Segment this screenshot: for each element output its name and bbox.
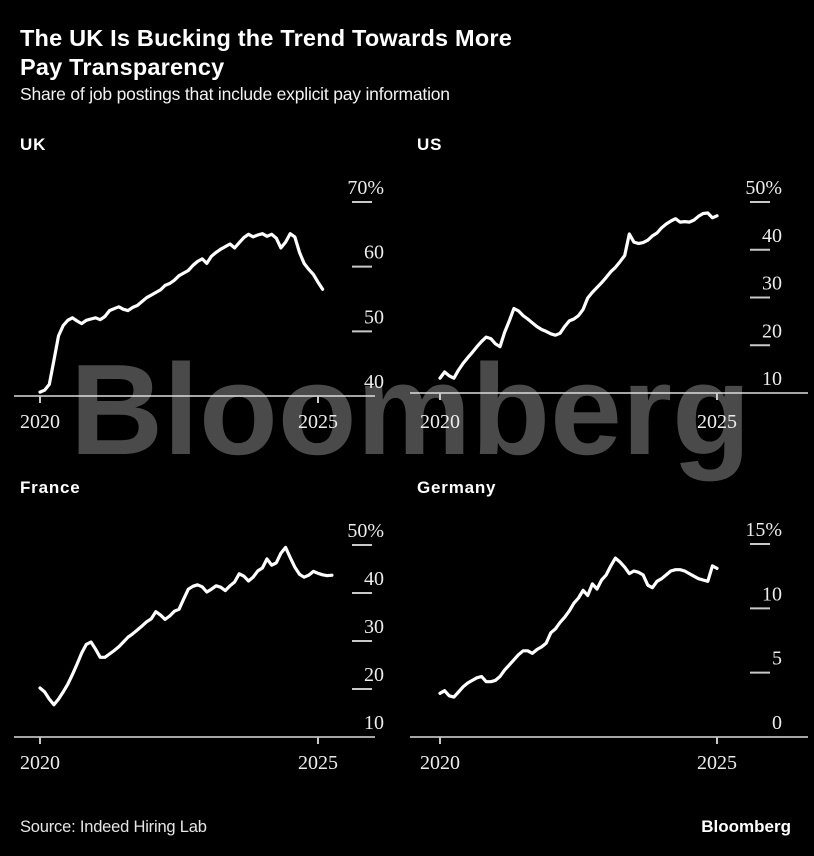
series-line-france (38, 545, 334, 707)
panel-title-germany: Germany (417, 478, 497, 497)
y-axis-label: 0 (772, 712, 782, 734)
y-axis-label: 40 (364, 568, 384, 590)
series-line-uk (38, 232, 325, 394)
y-axis-label: 5 (772, 648, 782, 670)
x-axis-label: 2020 (420, 411, 460, 433)
y-axis-label: 30 (364, 616, 384, 638)
y-axis-label: 10 (762, 368, 782, 390)
series-line-us (438, 211, 719, 380)
y-axis-label: 20 (762, 320, 782, 342)
y-axis-label: 20 (364, 664, 384, 686)
panel-title-us: US (417, 135, 443, 154)
bloomberg-logo: Bloomberg (701, 817, 791, 836)
y-axis-label: 10 (364, 712, 384, 734)
x-axis-label: 2025 (697, 411, 737, 433)
y-axis-label: 40 (364, 371, 384, 393)
panel-title-uk: UK (20, 135, 47, 154)
x-axis-label: 2025 (298, 752, 338, 774)
series-line-germany (438, 556, 719, 699)
chart-title-line2: Pay Transparency (20, 54, 225, 80)
x-axis-label: 2025 (697, 752, 737, 774)
y-axis-label: 60 (364, 242, 384, 264)
x-axis-label: 2020 (420, 752, 460, 774)
y-axis-label: 50 (364, 306, 384, 328)
x-axis-label: 2025 (298, 411, 338, 433)
y-axis-label: 15% (745, 519, 782, 541)
y-axis-label: 50% (347, 520, 384, 542)
panel-title-france: France (20, 478, 81, 497)
source-note: Source: Indeed Hiring Lab (20, 818, 207, 836)
y-axis-label: 40 (762, 225, 782, 247)
x-axis-label: 2020 (20, 752, 60, 774)
y-axis-label: 10 (762, 583, 782, 605)
x-axis-label: 2020 (20, 411, 60, 433)
chart-title: The UK Is Bucking the Trend Towards More… (20, 24, 512, 82)
y-axis-label: 70% (347, 177, 384, 199)
y-axis-label: 50% (745, 177, 782, 199)
bloomberg-watermark: Bloomberg (70, 338, 751, 482)
chart-title-line1: The UK Is Bucking the Trend Towards More (20, 25, 512, 51)
chart-subtitle: Share of job postings that include expli… (20, 84, 450, 104)
y-axis-label: 30 (762, 273, 782, 295)
